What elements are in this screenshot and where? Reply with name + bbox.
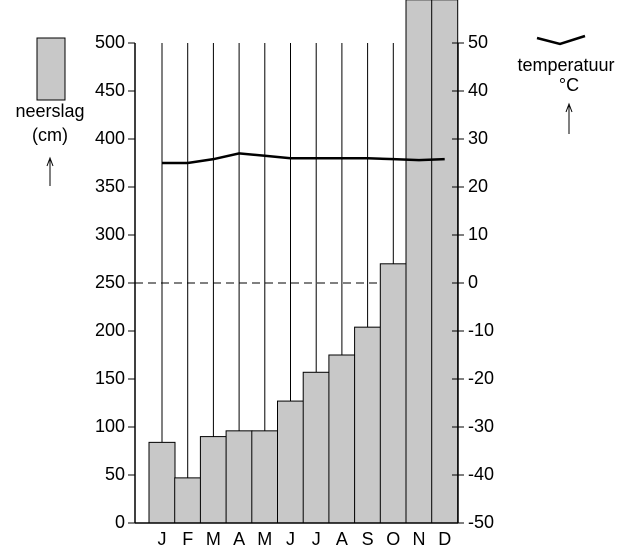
legend-label: temperatuur: [517, 55, 614, 75]
y2-tick-label: -10: [468, 320, 494, 340]
bar: [199, 436, 227, 524]
y2-tick-label: 10: [468, 224, 488, 244]
x-tick-label: M: [257, 529, 272, 549]
bar: [379, 263, 407, 524]
x-tick-label: J: [286, 529, 295, 549]
legend-arrow-head: [565, 102, 573, 113]
x-tick-label: A: [233, 529, 245, 549]
x-tick-label: F: [182, 529, 193, 549]
y-tick-label: 0: [115, 512, 125, 532]
y-tick-label: 100: [95, 416, 125, 436]
y-tick-label: 500: [95, 32, 125, 52]
x-tick-label: O: [386, 529, 400, 549]
y-tick-label: 400: [95, 128, 125, 148]
y2-tick-label: -20: [468, 368, 494, 388]
x-tick-label: J: [158, 529, 167, 549]
legend-label: neerslag: [15, 101, 84, 121]
bar: [277, 400, 304, 524]
y2-tick-label: -30: [468, 416, 494, 436]
y2-tick-label: -50: [468, 512, 494, 532]
bar: [251, 430, 279, 524]
x-tick-label: D: [438, 529, 451, 549]
y2-tick-label: 50: [468, 32, 488, 52]
y2-axis-label: °C: [559, 75, 579, 95]
bar: [328, 354, 356, 524]
y2-tick-label: 30: [468, 128, 488, 148]
temperature-line: [162, 152, 445, 165]
y-tick-label: 450: [95, 80, 125, 100]
x-tick-label: A: [336, 529, 348, 549]
x-tick-label: N: [413, 529, 426, 549]
bar: [174, 477, 202, 524]
legend-line-swatch: [536, 34, 586, 46]
legend: neerslag (cm) temperatuur °C: [15, 34, 615, 186]
y2-tick-label: -40: [468, 464, 494, 484]
bar: [225, 430, 253, 524]
y-tick-label: 250: [95, 272, 125, 292]
y-axis-label: (cm): [32, 125, 68, 145]
y2-tick-label: 20: [468, 176, 488, 196]
legend-bar-swatch: [36, 37, 66, 101]
x-tick-label: S: [362, 529, 374, 549]
y-tick-label: 50: [105, 464, 125, 484]
bar: [431, 0, 459, 524]
y2-tick-label: 40: [468, 80, 488, 100]
x-tick-label: M: [206, 529, 221, 549]
bar: [148, 441, 176, 524]
y-tick-label: 150: [95, 368, 125, 388]
y-tick-label: 200: [95, 320, 125, 340]
y-tick-label: 300: [95, 224, 125, 244]
bar: [302, 371, 330, 524]
bar: [354, 326, 382, 524]
y-tick-label: 350: [95, 176, 125, 196]
x-tick-label: J: [312, 529, 321, 549]
y2-tick-label: 0: [468, 272, 478, 292]
bar: [405, 0, 433, 524]
legend-arrow-head: [46, 156, 54, 167]
